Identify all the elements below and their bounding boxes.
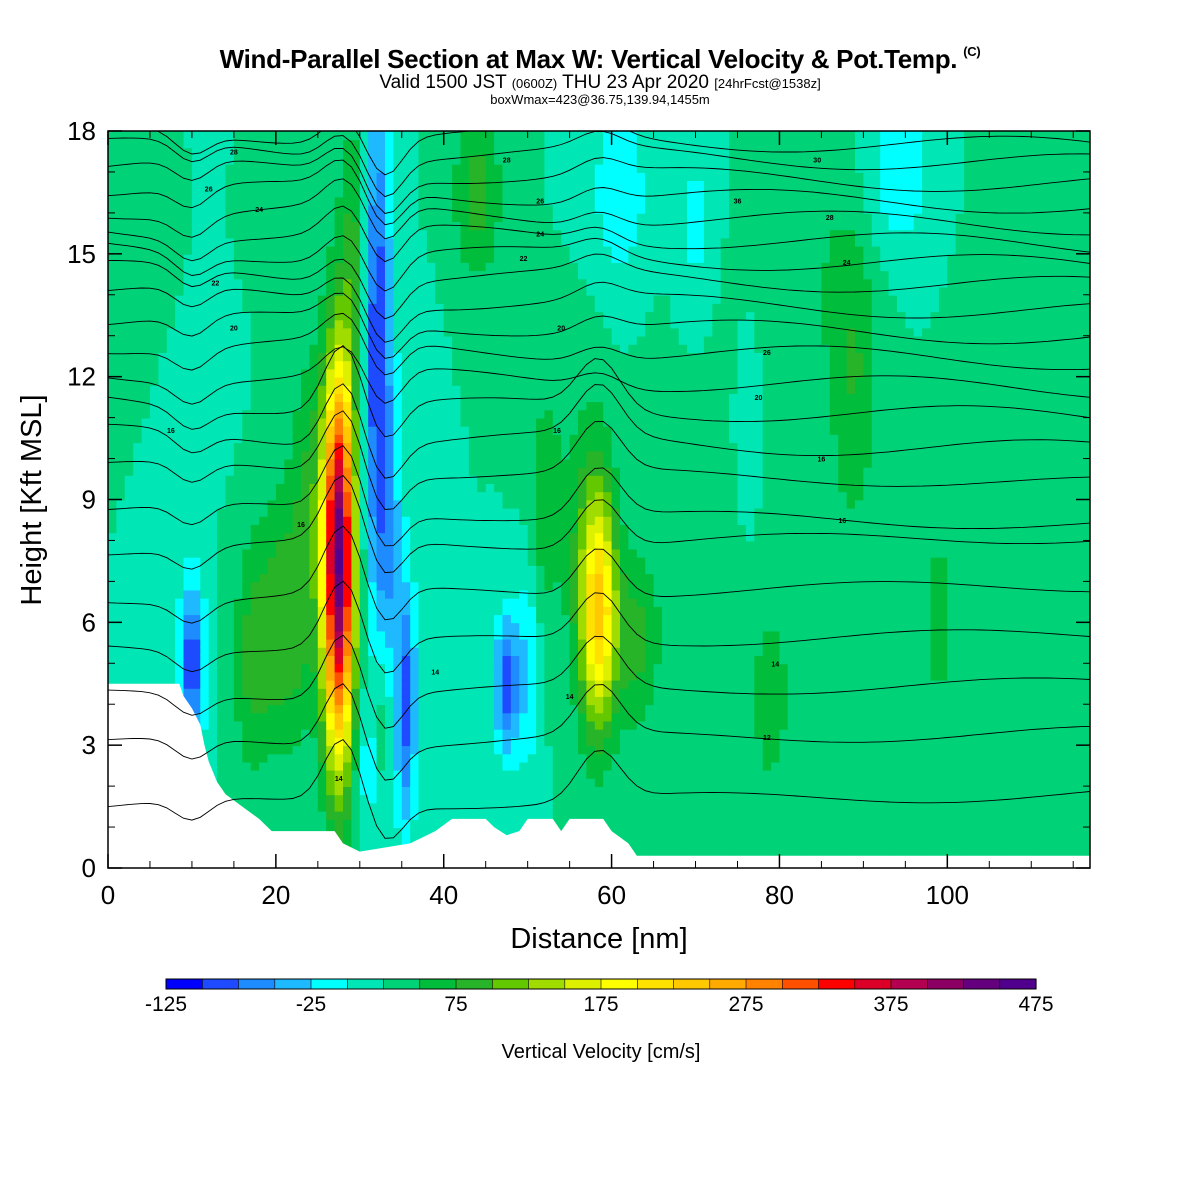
colorbar-tick-label: 375 xyxy=(873,993,908,1016)
contour-label: 26 xyxy=(763,350,771,357)
colorbar-swatch xyxy=(782,979,820,989)
colorbar-swatch xyxy=(274,979,312,989)
contour-label: 24 xyxy=(255,207,263,214)
y-tick-label: 3 xyxy=(82,730,96,760)
contour-label: 16 xyxy=(818,457,826,464)
contour-label: 28 xyxy=(230,150,238,157)
colorbar-swatch xyxy=(601,979,638,989)
colorbar-swatch xyxy=(419,979,457,989)
contour-label: 12 xyxy=(763,735,771,742)
forecast-info: [24hrFcst@1538z] xyxy=(714,76,821,91)
y-tick-label: 12 xyxy=(67,362,96,392)
x-tick-label: 80 xyxy=(765,880,794,910)
chart-subtitle: Valid 1500 JST (0600Z) THU 23 Apr 2020 [… xyxy=(0,72,1200,94)
colorbar-swatch xyxy=(746,979,783,989)
colorbar-tick-label: -25 xyxy=(296,993,326,1016)
contour-label: 16 xyxy=(297,522,305,529)
contour-label: 24 xyxy=(843,260,851,267)
contour-label: 26 xyxy=(536,199,544,206)
x-axis-label: Distance [nm] xyxy=(510,923,687,955)
contour-label: 14 xyxy=(566,694,574,701)
chart-title: Wind-Parallel Section at Max W: Vertical… xyxy=(0,44,1200,75)
contour-label: 16 xyxy=(553,428,561,435)
colorbar-swatch xyxy=(637,979,675,989)
contour-label: 30 xyxy=(813,158,821,165)
terrain-mask xyxy=(108,683,1090,868)
colorbar-swatch xyxy=(166,979,203,989)
contour-label: 20 xyxy=(230,326,238,333)
contour-label: 36 xyxy=(734,199,742,206)
colorbar-swatch xyxy=(818,979,856,989)
y-tick-label: 18 xyxy=(67,116,96,146)
contour-label: 16 xyxy=(839,518,847,525)
y-tick-label: 15 xyxy=(67,239,96,269)
valid-time: Valid 1500 JST xyxy=(379,72,507,93)
contour-label: 20 xyxy=(557,326,565,333)
chart-title-text: Wind-Parallel Section at Max W: Vertical… xyxy=(219,44,958,74)
copyright-mark: (C) xyxy=(963,44,981,59)
y-tick-label: 9 xyxy=(82,485,96,515)
colorbar-tick-label: 175 xyxy=(583,993,618,1016)
colorbar-tick-label: 275 xyxy=(728,993,763,1016)
colorbar-swatch xyxy=(238,979,276,989)
potential-temperature-contours xyxy=(108,131,1090,839)
x-tick-label: 20 xyxy=(261,880,290,910)
colorbar-swatch xyxy=(202,979,240,989)
colorbar-swatch xyxy=(492,979,530,989)
contour-label: 14 xyxy=(431,670,439,677)
y-tick-label: 0 xyxy=(82,853,96,883)
contour-label: 28 xyxy=(826,215,834,222)
contour-label: 24 xyxy=(536,231,544,238)
contour-label: 14 xyxy=(335,776,343,783)
colorbar-swatch xyxy=(383,979,421,989)
colorbar-tick-label: 75 xyxy=(444,993,467,1016)
x-tick-label: 0 xyxy=(101,880,115,910)
y-axis-label: Height [Kft MSL] xyxy=(16,394,48,605)
x-tick-label: 40 xyxy=(429,880,458,910)
colorbar-swatch xyxy=(311,979,348,989)
colorbar-tick-label: -125 xyxy=(145,993,187,1016)
colorbar-tick-label: 475 xyxy=(1018,993,1053,1016)
box-max-info: boxWmax=423@36.75,139.94,1455m xyxy=(490,92,710,107)
contour-label: 22 xyxy=(520,256,528,263)
colorbar-swatch xyxy=(564,979,602,989)
valid-time-utc: (0600Z) xyxy=(511,76,558,91)
colorbar: -125 -25 75 175 275 375 475 xyxy=(145,978,1054,1016)
contour-label: 14 xyxy=(771,661,779,668)
y-tick-label: 6 xyxy=(82,607,96,637)
colorbar-swatch xyxy=(891,979,928,989)
contour-labels: 16 16 16 16 16 14 14 14 14 12 20 20 20 22 22 24 24 24 26 26… xyxy=(167,150,851,783)
contour-label: 16 xyxy=(167,428,175,435)
valid-date: THU 23 Apr 2020 xyxy=(562,72,709,93)
colorbar-swatch xyxy=(709,979,747,989)
colorbar-swatch xyxy=(854,979,892,989)
contour-label: 28 xyxy=(503,158,511,165)
contour-label: 22 xyxy=(212,281,220,288)
colorbar-swatch xyxy=(528,979,566,989)
colorbar-swatch xyxy=(673,979,711,989)
colorbar-swatch xyxy=(927,979,965,989)
colorbar-label: Vertical Velocity [cm/s] xyxy=(502,1041,701,1063)
colorbar-swatch xyxy=(347,979,385,989)
colorbar-swatch xyxy=(456,979,493,989)
contour-label: 26 xyxy=(205,186,213,193)
contour-label: 20 xyxy=(755,395,763,402)
colorbar-swatch xyxy=(963,979,1001,989)
colorbar-swatch xyxy=(999,979,1037,989)
x-tick-label: 60 xyxy=(597,880,626,910)
x-tick-label: 100 xyxy=(926,880,969,910)
